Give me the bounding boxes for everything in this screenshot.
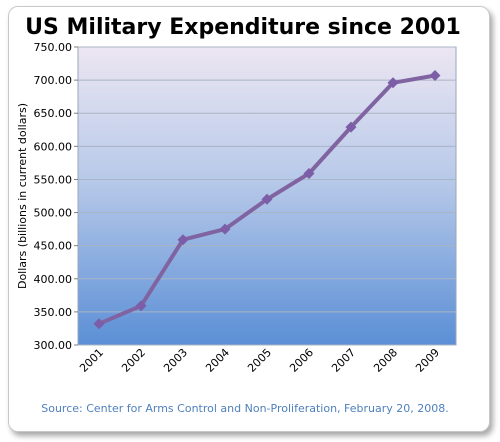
x-tick-label: 2006 [287, 346, 316, 375]
data-point-marker [93, 318, 105, 330]
y-tick-label: 450.00 [34, 240, 73, 253]
y-tick-label: 750.00 [34, 41, 73, 54]
data-point-marker [261, 193, 273, 205]
y-axis-label: Dollars (billions in current dollars) [16, 103, 29, 289]
y-tick-label: 600.00 [34, 140, 73, 153]
y-tick-label: 550.00 [34, 173, 73, 186]
chart-title: US Military Expenditure since 2001 [25, 15, 461, 40]
x-axis-ticks: 2001 2002 2003 2004 2005 2006 2007 2008 2009 [77, 346, 442, 375]
y-tick-label: 700.00 [34, 74, 73, 87]
series-markers [93, 69, 441, 330]
x-tick-label: 2003 [161, 346, 190, 375]
data-point-marker [177, 234, 189, 246]
y-axis-ticks: 300.00 350.00 400.00 450.00 500.00 550.00 600.… [34, 41, 78, 352]
data-point-marker [345, 121, 357, 133]
x-tick-label: 2005 [245, 346, 274, 375]
x-tick-label: 2002 [119, 346, 148, 375]
x-tick-label: 2009 [413, 346, 442, 375]
y-tick-label: 350.00 [34, 306, 73, 319]
x-tick-label: 2007 [329, 346, 358, 375]
data-point-marker [429, 69, 441, 81]
y-tick-label: 400.00 [34, 273, 73, 286]
y-tick-label: 500.00 [34, 207, 73, 220]
data-point-marker [135, 300, 147, 312]
y-tick-label: 650.00 [34, 107, 73, 120]
x-tick-label: 2001 [77, 346, 106, 375]
x-tick-label: 2008 [371, 346, 400, 375]
source-note: Source: Center for Arms Control and Non-… [41, 402, 449, 415]
data-point-marker [219, 223, 231, 235]
data-point-marker [303, 167, 315, 179]
data-point-marker [387, 77, 399, 89]
y-tick-label: 300.00 [34, 339, 73, 352]
x-tick-label: 2004 [203, 346, 232, 375]
